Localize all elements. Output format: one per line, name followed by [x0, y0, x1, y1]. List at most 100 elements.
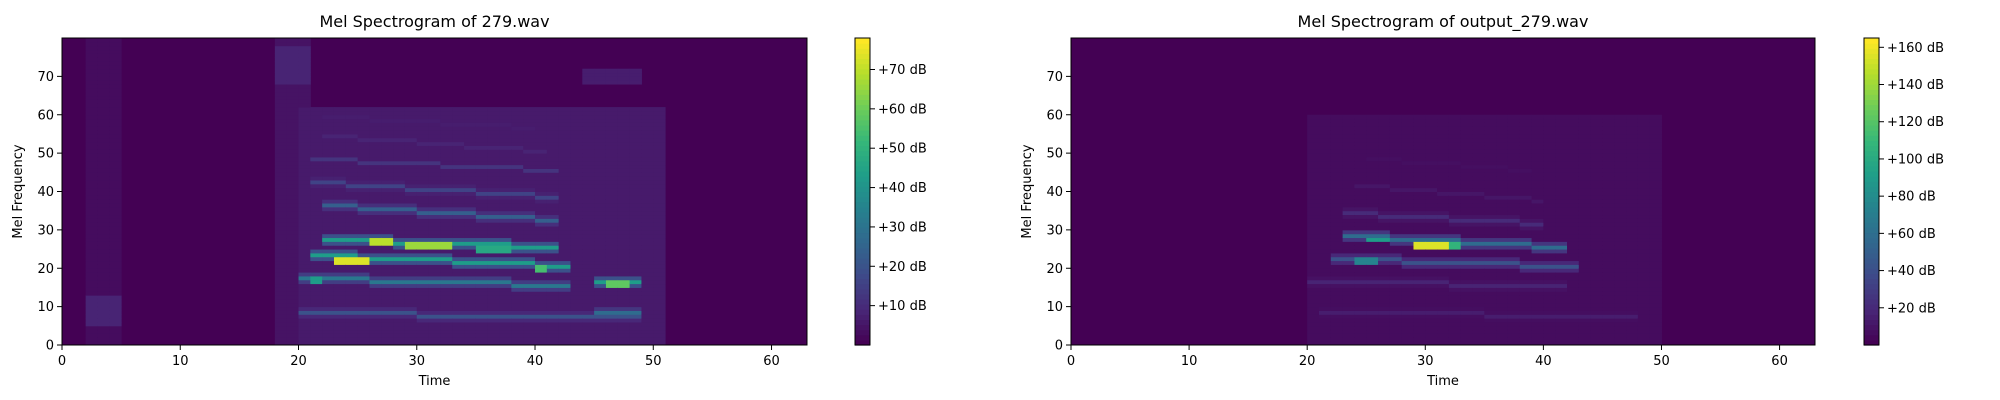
heatmap-cell: [452, 195, 465, 200]
heatmap-cell: [1637, 302, 1651, 308]
heatmap-cell: [1578, 168, 1592, 173]
heatmap-cell: [487, 310, 501, 315]
heatmap-cell: [286, 245, 300, 250]
heatmap-cell: [1460, 337, 1474, 342]
heatmap-cell: [97, 302, 110, 308]
heatmap-cell: [1378, 206, 1391, 212]
heatmap-cell: [286, 107, 300, 112]
heatmap-cell: [310, 110, 323, 116]
heatmap-cell: [535, 310, 548, 315]
heatmap-cell: [298, 145, 311, 150]
heatmap-cell: [97, 268, 110, 273]
heatmap-cell: [286, 229, 300, 235]
heatmap-cell: [1472, 206, 1485, 212]
heatmap-cell: [345, 141, 359, 146]
heatmap-cell: [109, 298, 122, 304]
heatmap-cell: [1614, 210, 1627, 216]
heatmap-cell: [322, 164, 335, 169]
heatmap-cell: [1413, 156, 1426, 162]
heatmap-cell: [617, 107, 631, 112]
heatmap-cell: [1484, 149, 1497, 154]
heatmap-cell: [1507, 199, 1521, 204]
heatmap-cell: [1342, 118, 1355, 123]
heatmap-cell: [523, 306, 536, 311]
heatmap-cell: [1319, 133, 1332, 139]
heatmap-cell: [1578, 187, 1592, 192]
heatmap-cell: [1472, 122, 1485, 127]
heatmap-cell: [1602, 249, 1615, 254]
heatmap-cell: [1425, 153, 1438, 158]
heatmap-cell: [487, 153, 501, 158]
heatmap-cell: [499, 176, 512, 181]
heatmap-cell: [1496, 252, 1509, 258]
heatmap-cell: [322, 229, 335, 235]
heatmap-cell: [286, 283, 300, 288]
heatmap-cell: [1578, 260, 1592, 265]
heatmap-cell: [641, 287, 654, 292]
heatmap-cell: [523, 164, 536, 169]
heatmap-cell: [1437, 310, 1450, 315]
heatmap-cell: [1626, 191, 1639, 196]
colorbar-segment: [855, 319, 870, 326]
heatmap-cell: [1460, 226, 1474, 231]
heatmap-cell: [310, 126, 323, 131]
heatmap-cell: [641, 229, 654, 235]
heatmap-cell: [381, 107, 394, 112]
heatmap-cell: [1307, 333, 1320, 338]
heatmap-cell: [381, 164, 394, 169]
heatmap-cell: [452, 137, 465, 143]
heatmap-cell: [333, 210, 347, 216]
heatmap-cell: [416, 160, 430, 166]
heatmap-cell: [511, 222, 524, 227]
heatmap-cell: [1472, 233, 1485, 239]
heatmap-cell: [535, 107, 548, 112]
heatmap-cell: [85, 49, 98, 54]
heatmap-cell: [499, 137, 512, 143]
heatmap-cell: [1649, 218, 1662, 223]
heatmap-cell: [1472, 249, 1485, 254]
heatmap-cell: [511, 149, 524, 154]
heatmap-cell: [653, 264, 666, 269]
heatmap-cell: [1519, 183, 1533, 189]
heatmap-cell: [1378, 203, 1391, 208]
heatmap-cell: [464, 245, 477, 250]
heatmap-cell: [1401, 141, 1414, 146]
colorbar-tick-label: +70 dB: [878, 63, 927, 78]
heatmap-cell: [428, 145, 441, 150]
heatmap-cell: [464, 314, 477, 319]
colorbar-segment: [1864, 242, 1879, 249]
heatmap-cell: [605, 218, 619, 223]
heatmap-cell: [1531, 283, 1544, 288]
heatmap-cell: [1460, 256, 1474, 262]
heatmap-cell: [1413, 172, 1426, 177]
heatmap-cell: [1401, 195, 1414, 200]
heatmap-cell: [109, 191, 122, 196]
heatmap-cell: [274, 318, 288, 323]
heatmap-cell: [1614, 275, 1627, 281]
heatmap-cell: [310, 283, 323, 288]
heatmap-cell: [1319, 325, 1332, 331]
heatmap-cell: [1567, 114, 1580, 120]
heatmap-cell: [1354, 318, 1367, 323]
heatmap-cell: [1319, 122, 1332, 127]
heatmap-cell: [1567, 252, 1580, 258]
heatmap-cell: [1543, 229, 1556, 235]
heatmap-cell: [97, 122, 110, 127]
heatmap-cell: [605, 237, 619, 242]
heatmap-cell: [109, 103, 122, 108]
heatmap-cell: [617, 279, 631, 285]
heatmap-cell: [1578, 256, 1592, 262]
heatmap-cell: [464, 222, 477, 227]
heatmap-cell: [1354, 160, 1367, 166]
heatmap-cell: [1590, 333, 1603, 338]
heatmap-cell: [274, 91, 288, 97]
heatmap-cell: [605, 68, 619, 74]
heatmap-cell: [1590, 256, 1603, 262]
heatmap-cell: [1448, 187, 1462, 192]
heatmap-cell: [404, 176, 418, 181]
heatmap-cell: [1330, 268, 1344, 273]
heatmap-cell: [653, 268, 666, 273]
heatmap-cell: [109, 187, 122, 192]
heatmap-cell: [1590, 222, 1603, 227]
heatmap-cell: [1567, 241, 1580, 246]
